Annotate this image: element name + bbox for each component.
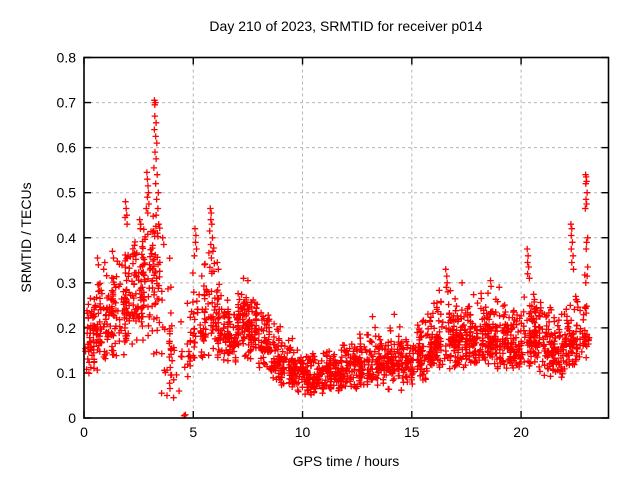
y-tick-label: 0.7 bbox=[57, 95, 77, 111]
plot-border bbox=[83, 56, 610, 419]
y-tick-label: 0.2 bbox=[57, 320, 77, 336]
x-tick-label: 10 bbox=[295, 424, 311, 440]
tick-labels: 0 5 10 15 20 0 0.1 0.2 0.3 0.4 0.5 0.6 0.7 0.8 bbox=[57, 50, 530, 441]
y-tick-label: 0.4 bbox=[57, 230, 77, 246]
x-tick-label: 5 bbox=[189, 424, 197, 440]
y-tick-label: 0.1 bbox=[57, 365, 77, 381]
y-tick-label: 0.8 bbox=[57, 50, 77, 66]
x-tick-label: 15 bbox=[404, 424, 420, 440]
x-axis-title: GPS time / hours bbox=[293, 453, 400, 469]
chart-title: Day 210 of 2023, SRMTID for receiver p01… bbox=[209, 18, 482, 34]
y-axis-title: SRMTID / TECUs bbox=[18, 182, 34, 292]
y-tick-label: 0 bbox=[68, 410, 76, 426]
x-tick-label: 20 bbox=[513, 424, 529, 440]
x-tick-label: 0 bbox=[80, 424, 88, 440]
y-tick-label: 0.5 bbox=[57, 185, 77, 201]
scatter-points bbox=[82, 97, 593, 419]
y-tick-label: 0.3 bbox=[57, 275, 77, 291]
y-tick-label: 0.6 bbox=[57, 140, 77, 156]
